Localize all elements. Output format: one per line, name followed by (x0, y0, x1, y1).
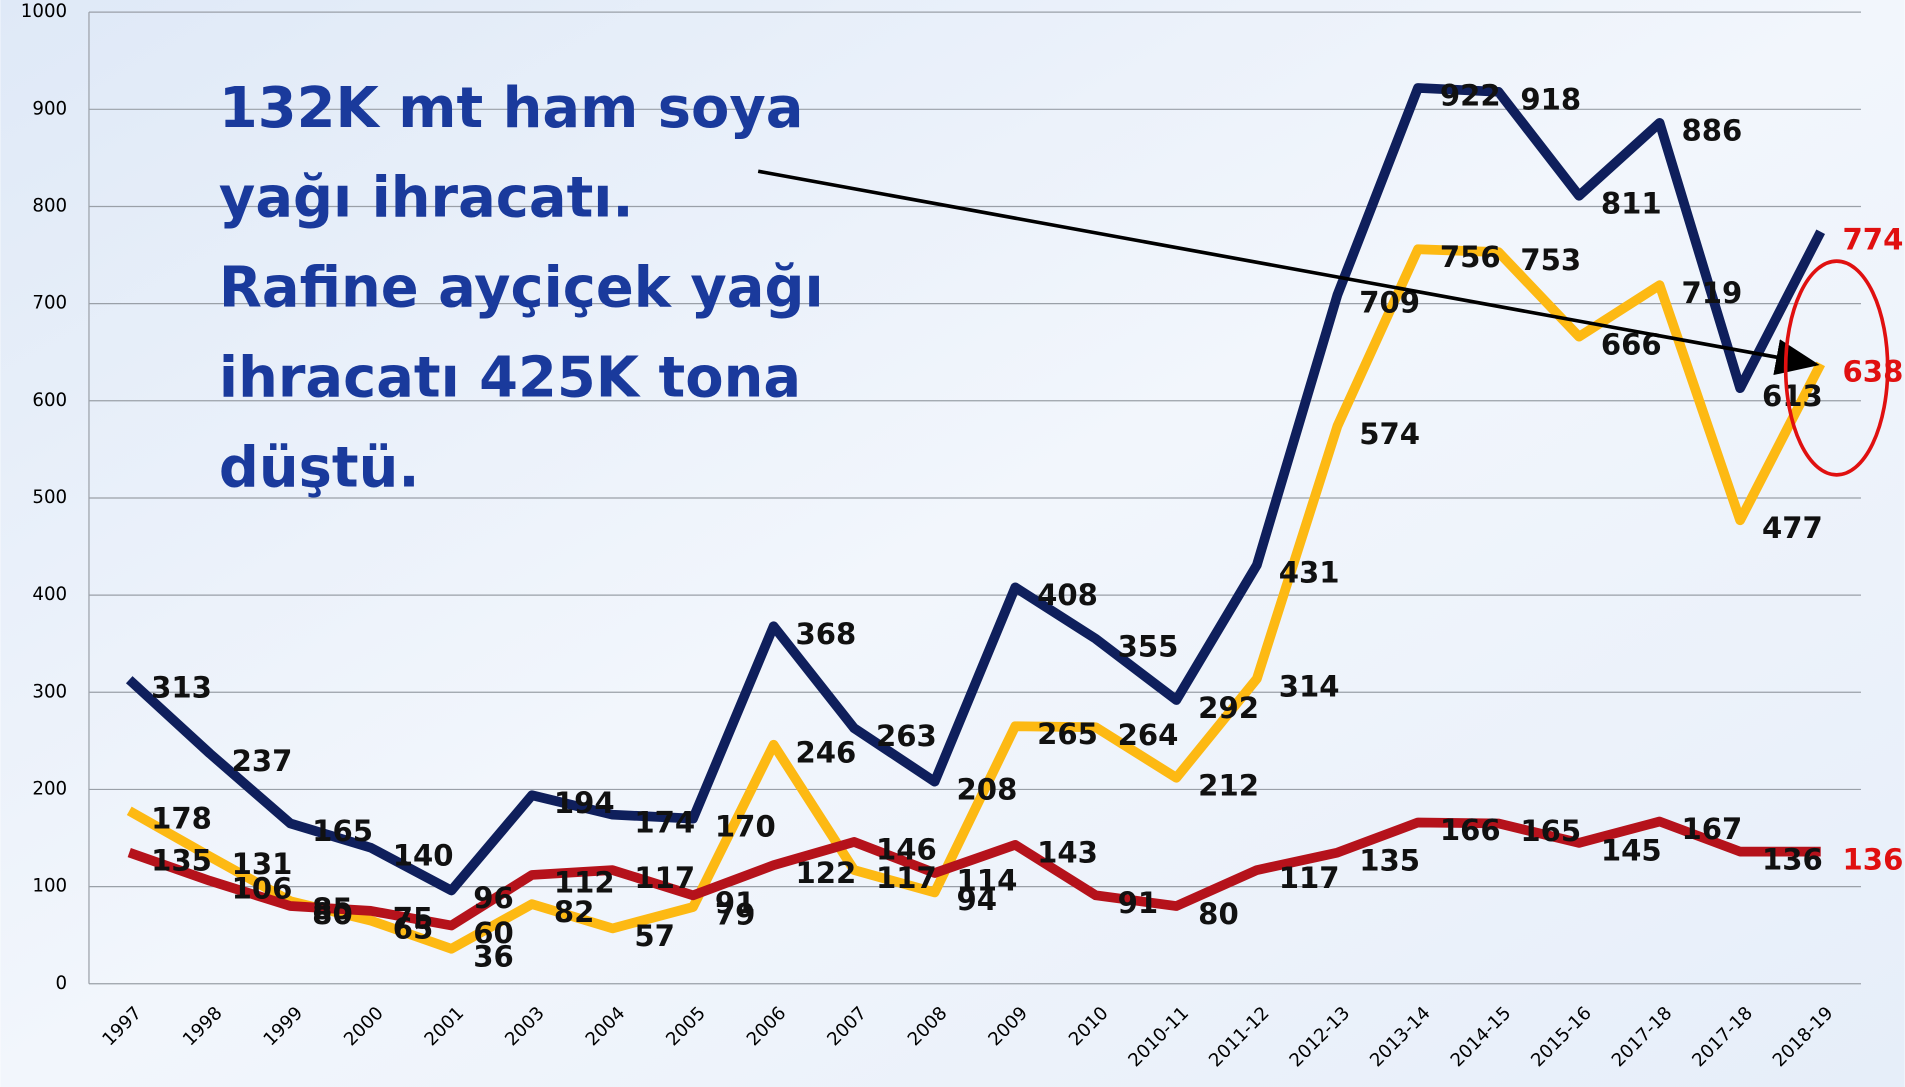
value-label: 80 (312, 897, 353, 931)
value-label: 194 (554, 786, 615, 820)
value-label: 753 (1520, 243, 1581, 277)
value-label: 57 (634, 919, 675, 953)
y-tick-label: 900 (32, 98, 67, 119)
series-line (125, 83, 1826, 896)
value-label: 91 (715, 886, 756, 920)
y-tick-label: 700 (32, 293, 67, 314)
value-label: 140 (393, 838, 454, 872)
value-label: 613 (1762, 379, 1823, 413)
annotation-line: 132K mt ham soya (219, 76, 804, 141)
y-tick-label: 0 (56, 973, 68, 994)
value-label: 574 (1359, 417, 1420, 451)
value-label: 106 (232, 871, 293, 905)
value-label: 246 (795, 735, 856, 769)
y-tick-label: 800 (32, 195, 67, 216)
annotation-line: düştü. (219, 435, 420, 500)
value-label: 313 (151, 670, 212, 704)
value-label: 135 (1359, 843, 1420, 877)
value-label: 85 (312, 892, 353, 926)
value-label: 136 (1843, 842, 1904, 876)
value-label: 174 (634, 805, 695, 839)
y-tick-label: 300 (32, 681, 67, 702)
value-label: 131 (232, 847, 293, 881)
value-label: 237 (232, 744, 293, 778)
value-label: 80 (1198, 897, 1239, 931)
value-label: 145 (1601, 834, 1662, 868)
y-tick-label: 600 (32, 390, 67, 411)
series-line (127, 816, 1821, 931)
value-label: 314 (1279, 669, 1340, 703)
value-label: 208 (957, 772, 1018, 806)
value-label: 112 (554, 866, 615, 900)
y-tick-label: 100 (32, 876, 67, 897)
value-label: 117 (634, 861, 695, 895)
value-label: 719 (1681, 276, 1742, 310)
value-label: 65 (393, 911, 434, 945)
value-label: 918 (1520, 83, 1581, 117)
value-label: 135 (151, 843, 212, 877)
annotation-line: yağı ihracatı. (219, 166, 634, 231)
y-tick-label: 1000 (21, 1, 67, 22)
value-label: 117 (1279, 861, 1340, 895)
value-label: 91 (1118, 886, 1159, 920)
value-label: 143 (1037, 836, 1098, 870)
value-label: 122 (795, 856, 856, 890)
value-label: 117 (876, 861, 937, 895)
highlight-ellipse (1783, 259, 1890, 477)
y-tick-label: 400 (32, 584, 67, 605)
value-label: 79 (715, 898, 756, 932)
value-label: 166 (1440, 813, 1501, 847)
value-label: 477 (1762, 511, 1823, 545)
value-label: 292 (1198, 691, 1259, 725)
value-label: 408 (1037, 578, 1098, 612)
arrow (757, 169, 1820, 376)
value-label: 146 (876, 833, 937, 867)
value-label: 756 (1440, 240, 1501, 274)
value-label: 178 (151, 802, 212, 836)
value-label: 886 (1681, 114, 1742, 148)
value-label: 368 (795, 617, 856, 651)
annotation: 132K mt ham soya yağı ihracatı. Rafine ayç… (219, 76, 824, 501)
value-label: 165 (312, 814, 373, 848)
value-label: 170 (715, 809, 776, 843)
value-label: 167 (1681, 812, 1742, 846)
value-label: 114 (957, 864, 1018, 898)
value-label: 75 (393, 902, 434, 936)
value-label: 265 (1037, 717, 1098, 751)
series-line (126, 244, 1826, 954)
value-labels: 313 237 165 140 96 194 174 170 368 263 208 408 355 29… (151, 79, 1903, 974)
value-label: 264 (1118, 718, 1179, 752)
value-label: 811 (1601, 186, 1662, 220)
y-tick-label: 200 (32, 778, 67, 799)
value-label: 922 (1440, 79, 1501, 113)
value-label: 212 (1198, 768, 1259, 802)
value-label: 355 (1118, 630, 1179, 664)
value-label: 431 (1279, 556, 1340, 590)
y-tick-label: 500 (32, 487, 67, 508)
value-label: 60 (473, 916, 514, 950)
series-lines (125, 83, 1826, 954)
value-label: 82 (554, 895, 595, 929)
annotation-line: Rafine ayçiçek yağı (219, 256, 824, 321)
value-label: 36 (473, 940, 514, 974)
value-label: 774 (1843, 222, 1904, 256)
value-label: 136 (1762, 842, 1823, 876)
value-label: 96 (473, 881, 514, 915)
value-label: 94 (957, 883, 998, 917)
value-label: 638 (1843, 355, 1904, 389)
value-label: 263 (876, 719, 937, 753)
annotation-line: ihracatı 425K tona (219, 345, 801, 410)
value-label: 165 (1520, 814, 1581, 848)
